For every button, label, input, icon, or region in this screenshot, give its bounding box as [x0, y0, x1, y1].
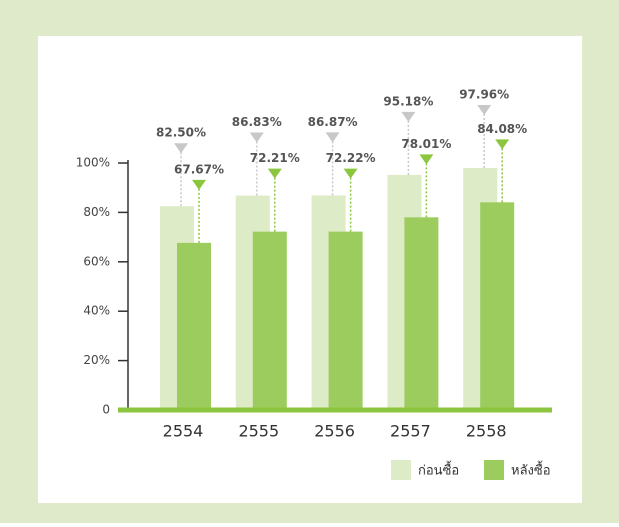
bar — [328, 231, 363, 410]
marker — [419, 154, 434, 165]
marker — [192, 179, 206, 190]
x-tick-label: 2554 — [163, 422, 204, 441]
value-label: 95.18% — [383, 94, 433, 108]
bar — [252, 231, 287, 410]
x-tick-label: 2555 — [238, 422, 279, 441]
value-label: 67.67% — [174, 162, 224, 176]
value-label: 84.08% — [477, 122, 527, 136]
marker — [267, 168, 282, 179]
marker — [343, 168, 358, 179]
bar — [404, 217, 439, 410]
y-tick-label: 20% — [83, 353, 110, 367]
value-label: 82.50% — [156, 126, 206, 140]
legend-swatch — [391, 460, 411, 480]
bar — [480, 202, 515, 410]
marker — [495, 139, 510, 150]
value-label: 86.83% — [232, 115, 282, 129]
bar — [177, 242, 211, 410]
marker — [325, 132, 340, 143]
x-tick-label: 2558 — [466, 422, 507, 441]
legend-swatch — [484, 460, 504, 480]
value-label: 78.01% — [401, 137, 451, 151]
value-label: 86.87% — [308, 115, 358, 129]
y-tick-label: 100% — [76, 156, 110, 170]
marker — [249, 132, 264, 143]
x-tick-label: 2557 — [390, 422, 431, 441]
marker — [174, 143, 188, 154]
y-tick-label: 60% — [83, 254, 110, 268]
marker — [401, 111, 416, 122]
value-label: 72.22% — [326, 151, 376, 165]
y-tick-label: 0 — [102, 403, 110, 417]
value-label: 72.21% — [250, 151, 300, 165]
legend-label: ก่อนซื้อ — [418, 461, 459, 479]
value-label: 97.96% — [459, 88, 509, 102]
y-tick-label: 80% — [83, 205, 110, 219]
x-tick-label: 2556 — [314, 422, 355, 441]
marker — [477, 105, 492, 116]
y-tick-label: 40% — [83, 304, 110, 318]
legend-label: หลังซื้อ — [511, 461, 551, 479]
